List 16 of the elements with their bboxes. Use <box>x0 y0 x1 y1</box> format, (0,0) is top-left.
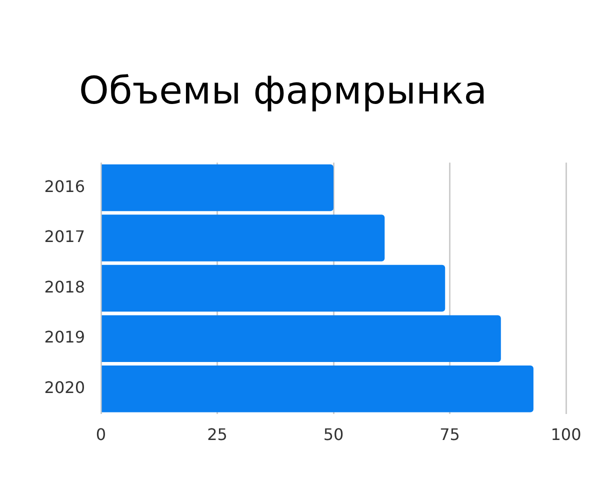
bar <box>102 365 534 412</box>
x-tick-label: 100 <box>550 424 582 444</box>
x-tick-label: 0 <box>96 424 106 444</box>
x-tick-label: 50 <box>323 424 344 444</box>
y-tick-label: 2019 <box>44 328 85 347</box>
y-tick-label: 2020 <box>44 378 85 398</box>
bar <box>102 214 385 262</box>
y-tick-label: 2018 <box>44 277 85 296</box>
x-tick-label: 75 <box>440 424 460 444</box>
bar <box>102 264 446 312</box>
y-tick-label: 2017 <box>44 227 85 246</box>
bar <box>102 164 334 212</box>
x-tick-label: 25 <box>207 424 228 444</box>
bar <box>102 315 501 362</box>
chart-title: Объемы фармрынка <box>78 68 488 113</box>
y-tick-label: 2016 <box>44 176 85 196</box>
